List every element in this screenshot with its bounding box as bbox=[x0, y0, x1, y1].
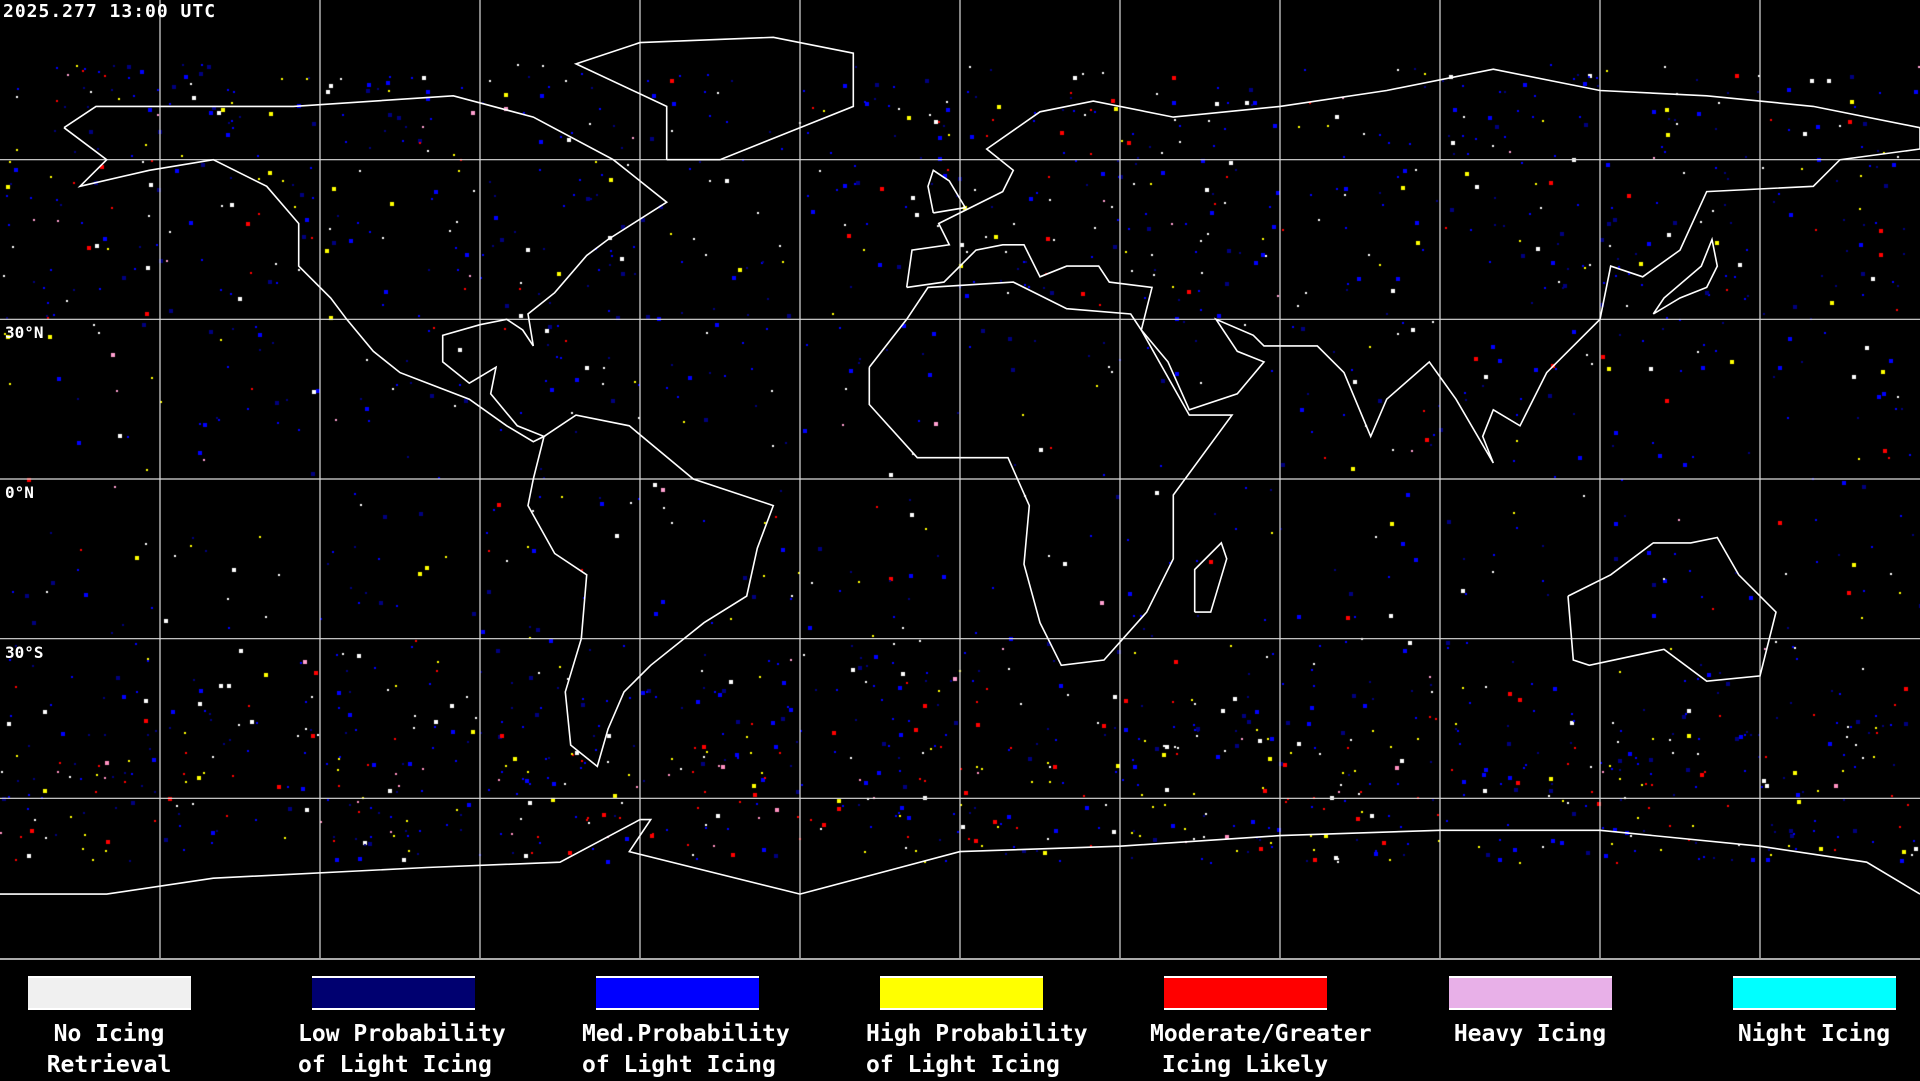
coastline-north-america bbox=[63, 94, 669, 443]
legend: No Icing Retrieval Low Probability of Ligh… bbox=[0, 962, 1920, 1080]
legend-label: Heavy Icing bbox=[1453, 1021, 1607, 1047]
lat-label-30s: 30°S bbox=[5, 643, 44, 662]
coastline-grid-layer bbox=[0, 0, 1920, 958]
legend-swatch bbox=[311, 976, 475, 1010]
legend-label: Night Icing bbox=[1737, 1021, 1891, 1047]
legend-item-heavy: Heavy Icing bbox=[1435, 962, 1625, 1050]
coastline-great-britain bbox=[927, 169, 967, 214]
legend-label: Moderate/Greater bbox=[1150, 1021, 1372, 1047]
legend-label: Retrieval bbox=[46, 1052, 172, 1078]
legend-label: of Light Icing bbox=[298, 1052, 492, 1078]
legend-item-med-prob: Med.Probability of Light Icing bbox=[582, 962, 790, 1081]
coastline-eurasia bbox=[905, 68, 1920, 464]
coastline-madagascar bbox=[1193, 541, 1228, 613]
legend-swatch bbox=[1448, 976, 1612, 1010]
legend-label: of Light Icing bbox=[866, 1052, 1060, 1078]
timestamp: 2025.277 13:00 UTC bbox=[3, 1, 217, 22]
legend-swatch bbox=[27, 976, 191, 1010]
coastline-greenland bbox=[573, 36, 855, 161]
legend-swatch bbox=[1732, 976, 1896, 1010]
legend-item-night: Night Icing bbox=[1719, 962, 1909, 1050]
legend-label: Icing Likely bbox=[1161, 1052, 1329, 1078]
legend-item-no-icing: No Icing Retrieval bbox=[14, 962, 204, 1081]
legend-swatch bbox=[879, 976, 1043, 1010]
legend-label: of Light Icing bbox=[582, 1052, 776, 1078]
coastline-japan bbox=[1652, 236, 1719, 315]
legend-label: No Icing bbox=[53, 1021, 165, 1047]
legend-label: Med.Probability bbox=[582, 1021, 790, 1047]
legend-item-high-prob: High Probability of Light Icing bbox=[866, 962, 1088, 1081]
coastline-australia bbox=[1567, 536, 1777, 683]
legend-item-low-prob: Low Probability of Light Icing bbox=[298, 962, 506, 1081]
coastline-antarctica bbox=[0, 818, 1920, 895]
icing-map: 2025.277 13:00 UTC 30°N 0°N 30°S bbox=[0, 0, 1920, 960]
lat-label-0n: 0°N bbox=[5, 483, 34, 502]
legend-item-moderate: Moderate/Greater Icing Likely bbox=[1150, 962, 1372, 1081]
legend-swatch bbox=[1163, 976, 1327, 1010]
legend-label: High Probability bbox=[866, 1021, 1088, 1047]
legend-swatch bbox=[595, 976, 759, 1010]
legend-label: Low Probability bbox=[298, 1021, 506, 1047]
coastline-africa bbox=[868, 281, 1234, 667]
coastline-south-america bbox=[527, 414, 775, 768]
lat-label-30n: 30°N bbox=[5, 323, 44, 342]
